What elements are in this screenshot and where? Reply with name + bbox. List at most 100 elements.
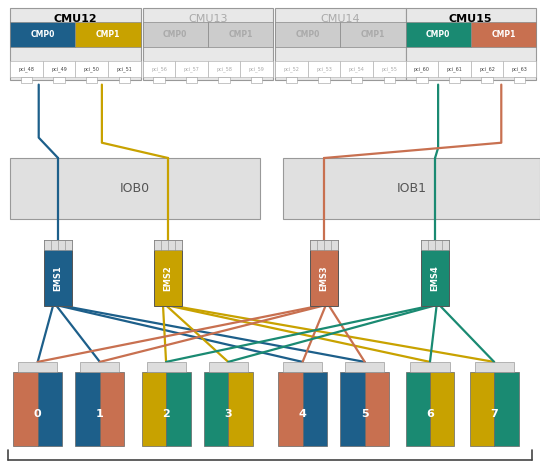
- Bar: [406, 23, 471, 47]
- Text: 4: 4: [299, 409, 307, 419]
- Text: pci_54: pci_54: [349, 66, 365, 72]
- Text: EMS4: EMS4: [430, 265, 440, 291]
- Text: CMU13: CMU13: [188, 15, 227, 24]
- Bar: [146, 362, 186, 372]
- Bar: [470, 372, 494, 446]
- Bar: [44, 240, 72, 250]
- Bar: [283, 362, 322, 372]
- Bar: [514, 78, 525, 82]
- Bar: [340, 23, 406, 47]
- Bar: [143, 23, 208, 47]
- Bar: [310, 240, 338, 250]
- Text: 6: 6: [426, 409, 434, 419]
- Text: pci_56: pci_56: [151, 66, 167, 72]
- Bar: [219, 78, 230, 82]
- Bar: [208, 61, 240, 78]
- Text: pci_50: pci_50: [84, 66, 100, 72]
- Bar: [383, 78, 395, 82]
- Bar: [345, 362, 384, 372]
- Text: CMP0: CMP0: [31, 30, 55, 39]
- Bar: [228, 372, 253, 446]
- Bar: [76, 372, 100, 446]
- Text: 0: 0: [34, 409, 42, 419]
- Bar: [416, 78, 428, 82]
- Bar: [154, 240, 183, 306]
- Bar: [186, 78, 197, 82]
- Bar: [310, 240, 338, 306]
- Bar: [86, 78, 97, 82]
- Text: pci_48: pci_48: [18, 66, 35, 72]
- Bar: [318, 78, 330, 82]
- Text: pci_63: pci_63: [512, 66, 528, 72]
- Text: CMU15: CMU15: [449, 15, 492, 24]
- Bar: [119, 78, 130, 82]
- Bar: [14, 372, 38, 446]
- Bar: [76, 61, 108, 78]
- Bar: [76, 23, 140, 47]
- Bar: [251, 78, 262, 82]
- Bar: [10, 61, 43, 78]
- Bar: [421, 240, 449, 250]
- Bar: [154, 240, 183, 250]
- Bar: [278, 372, 302, 446]
- Text: 2: 2: [162, 409, 170, 419]
- Text: pci_49: pci_49: [51, 66, 67, 72]
- Text: pci_51: pci_51: [116, 66, 132, 72]
- Text: pci_58: pci_58: [216, 66, 232, 72]
- Text: 1: 1: [96, 409, 104, 419]
- Text: CMP1: CMP1: [228, 30, 253, 39]
- Text: EMS2: EMS2: [164, 265, 173, 291]
- Bar: [364, 372, 389, 446]
- Bar: [351, 78, 362, 82]
- Bar: [153, 78, 165, 82]
- Bar: [108, 61, 140, 78]
- Text: IOB1: IOB1: [396, 182, 427, 195]
- Text: pci_62: pci_62: [479, 66, 495, 72]
- Bar: [406, 8, 536, 80]
- Text: CMP1: CMP1: [96, 30, 120, 39]
- Bar: [438, 61, 471, 78]
- Bar: [143, 8, 273, 80]
- Bar: [475, 362, 514, 372]
- Bar: [284, 158, 540, 219]
- Bar: [471, 23, 536, 47]
- Text: CMP1: CMP1: [491, 30, 516, 39]
- Text: CMU14: CMU14: [320, 15, 360, 24]
- Bar: [286, 78, 297, 82]
- Bar: [275, 23, 340, 47]
- Text: pci_52: pci_52: [284, 66, 299, 72]
- Bar: [373, 61, 406, 78]
- Bar: [21, 78, 32, 82]
- Text: IOB0: IOB0: [120, 182, 150, 195]
- Bar: [471, 61, 503, 78]
- Bar: [449, 78, 460, 82]
- Bar: [10, 8, 140, 80]
- Bar: [18, 362, 57, 372]
- Bar: [302, 372, 327, 446]
- Text: pci_55: pci_55: [381, 66, 397, 72]
- Text: pci_60: pci_60: [414, 66, 430, 72]
- Text: 5: 5: [361, 409, 369, 419]
- Bar: [43, 61, 76, 78]
- Bar: [141, 372, 166, 446]
- Bar: [481, 78, 492, 82]
- Bar: [340, 61, 373, 78]
- Bar: [410, 362, 449, 372]
- Bar: [143, 61, 176, 78]
- Text: pci_59: pci_59: [249, 66, 265, 72]
- Bar: [80, 362, 119, 372]
- Bar: [38, 372, 62, 446]
- Text: EMS1: EMS1: [53, 265, 63, 291]
- Bar: [406, 61, 438, 78]
- Bar: [166, 372, 191, 446]
- Text: 7: 7: [490, 409, 498, 419]
- Bar: [494, 372, 518, 446]
- Bar: [240, 61, 273, 78]
- Bar: [176, 61, 208, 78]
- Bar: [208, 362, 248, 372]
- Text: CMP1: CMP1: [361, 30, 385, 39]
- Bar: [340, 372, 364, 446]
- Bar: [208, 23, 273, 47]
- Bar: [53, 78, 65, 82]
- Text: EMS3: EMS3: [320, 265, 328, 291]
